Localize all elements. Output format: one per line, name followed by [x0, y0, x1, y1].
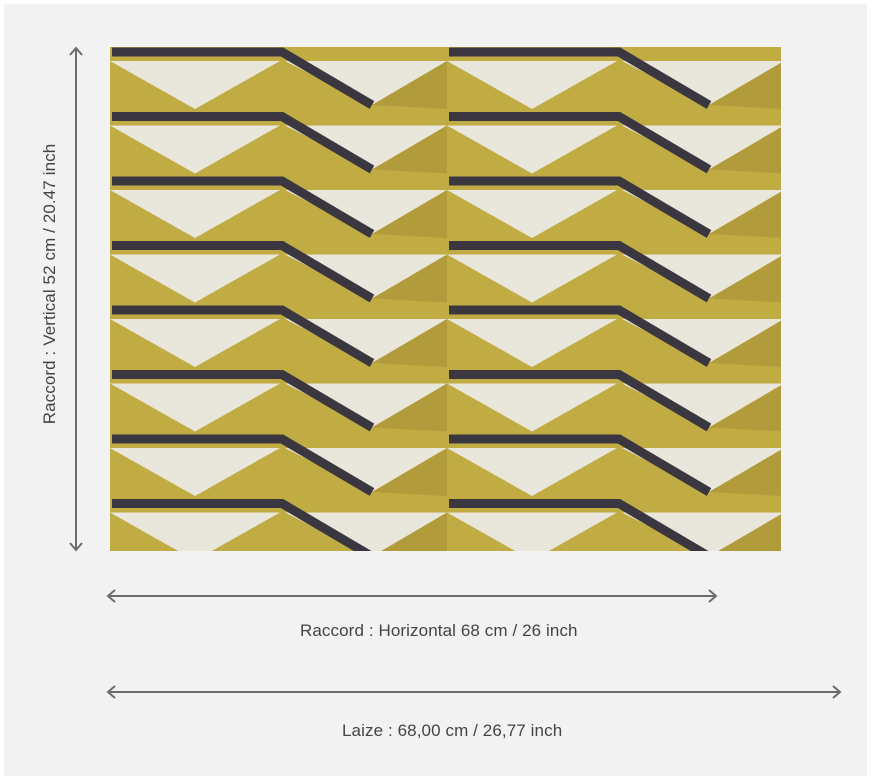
vertical-repeat-label: Raccord : Vertical 52 cm / 20.47 inch — [40, 143, 59, 425]
wallpaper-sample-image — [110, 47, 781, 551]
horizontal-repeat-label: Raccord : Horizontal 68 cm / 26 inch — [300, 621, 578, 640]
width-arrow — [106, 685, 842, 699]
horizontal-repeat-arrow — [106, 589, 718, 603]
width-label: Laize : 68,00 cm / 26,77 inch — [342, 721, 563, 740]
repeat-info-panel: Raccord : Vertical 52 cm / 20.47 inch Ra… — [4, 4, 867, 776]
vertical-repeat-arrow — [69, 46, 83, 552]
